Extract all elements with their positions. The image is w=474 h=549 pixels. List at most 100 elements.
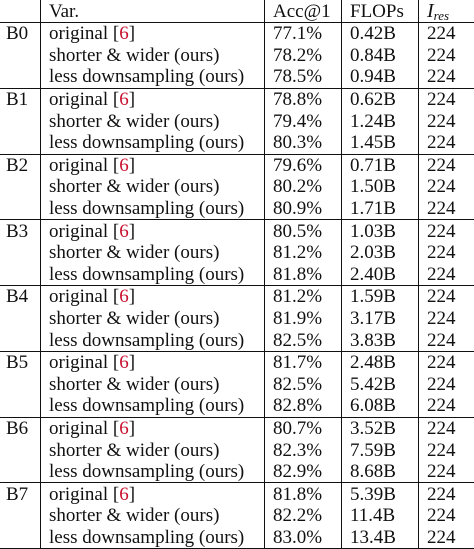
model-cell: B0 <box>0 23 41 45</box>
accuracy-cell: 78.8% <box>265 88 342 110</box>
accuracy-cell: 77.1% <box>265 23 342 45</box>
flops-cell: 1.71B <box>342 198 419 220</box>
flops-cell: 0.62B <box>342 88 419 110</box>
header-accuracy: Acc@1 <box>265 0 342 23</box>
citation-link[interactable]: 6 <box>119 484 129 505</box>
resolution-cell: 224 <box>419 286 474 308</box>
accuracy-cell: 81.7% <box>265 351 342 373</box>
citation-link[interactable]: 6 <box>119 352 129 373</box>
variant-cell: less downsampling (ours) <box>41 461 265 483</box>
variant-label: less downsampling (ours) <box>49 527 244 548</box>
resolution-cell: 224 <box>419 395 474 417</box>
variant-cell: original [6] <box>41 417 265 439</box>
flops-cell: 13.4B <box>342 527 419 549</box>
citation-link[interactable]: 6 <box>119 221 129 242</box>
variant-label-end: ] <box>129 418 135 439</box>
variant-cell: shorter & wider (ours) <box>41 45 265 67</box>
variant-label: shorter & wider (ours) <box>49 242 219 263</box>
accuracy-cell: 81.9% <box>265 308 342 330</box>
accuracy-cell: 81.8% <box>265 264 342 286</box>
model-cell <box>0 461 41 483</box>
variant-label: shorter & wider (ours) <box>49 45 219 66</box>
resolution-cell: 224 <box>419 110 474 132</box>
variant-cell: original [6] <box>41 286 265 308</box>
flops-cell: 3.17B <box>342 308 419 330</box>
header-flops: FLOPs <box>342 0 419 23</box>
model-cell: B2 <box>0 154 41 176</box>
citation-link[interactable]: 6 <box>119 286 129 307</box>
citation-link[interactable]: 6 <box>119 155 129 176</box>
variant-label-end: ] <box>129 221 135 242</box>
citation-link[interactable]: 6 <box>119 89 129 110</box>
variant-cell: less downsampling (ours) <box>41 264 265 286</box>
model-cell <box>0 505 41 527</box>
model-cell: B6 <box>0 417 41 439</box>
resolution-cell: 224 <box>419 176 474 198</box>
accuracy-cell: 82.9% <box>265 461 342 483</box>
flops-cell: 7.59B <box>342 439 419 461</box>
variant-cell: original [6] <box>41 154 265 176</box>
variant-label: shorter & wider (ours) <box>49 440 219 461</box>
variant-label: less downsampling (ours) <box>49 132 244 153</box>
flops-cell: 5.42B <box>342 374 419 396</box>
resolution-cell: 224 <box>419 264 474 286</box>
citation-link[interactable]: 6 <box>119 418 129 439</box>
variant-cell: less downsampling (ours) <box>41 527 265 549</box>
flops-cell: 11.4B <box>342 505 419 527</box>
flops-cell: 2.40B <box>342 264 419 286</box>
flops-cell: 3.52B <box>342 417 419 439</box>
header-resolution-sub: res <box>434 8 449 23</box>
resolution-cell: 224 <box>419 308 474 330</box>
model-cell <box>0 66 41 88</box>
model-cell <box>0 439 41 461</box>
model-cell: B3 <box>0 220 41 242</box>
accuracy-cell: 81.2% <box>265 286 342 308</box>
variant-label: original [ <box>49 23 119 44</box>
accuracy-cell: 82.5% <box>265 329 342 351</box>
flops-cell: 1.59B <box>342 286 419 308</box>
variant-label: shorter & wider (ours) <box>49 176 219 197</box>
resolution-cell: 224 <box>419 527 474 549</box>
variant-label: original [ <box>49 89 119 110</box>
variant-label: original [ <box>49 484 119 505</box>
resolution-cell: 224 <box>419 23 474 45</box>
flops-cell: 0.42B <box>342 23 419 45</box>
accuracy-cell: 79.6% <box>265 154 342 176</box>
resolution-cell: 224 <box>419 461 474 483</box>
variant-cell: less downsampling (ours) <box>41 329 265 351</box>
variant-cell: shorter & wider (ours) <box>41 176 265 198</box>
variant-cell: less downsampling (ours) <box>41 395 265 417</box>
variant-cell: less downsampling (ours) <box>41 132 265 154</box>
variant-cell: shorter & wider (ours) <box>41 110 265 132</box>
variant-cell: original [6] <box>41 88 265 110</box>
resolution-cell: 224 <box>419 439 474 461</box>
accuracy-cell: 82.8% <box>265 395 342 417</box>
accuracy-cell: 78.2% <box>265 45 342 67</box>
model-cell <box>0 264 41 286</box>
variant-cell: original [6] <box>41 220 265 242</box>
citation-link[interactable]: 6 <box>119 23 129 44</box>
model-cell: B4 <box>0 286 41 308</box>
variant-label: less downsampling (ours) <box>49 198 244 219</box>
accuracy-cell: 78.5% <box>265 66 342 88</box>
flops-cell: 1.45B <box>342 132 419 154</box>
variant-label: original [ <box>49 221 119 242</box>
resolution-cell: 224 <box>419 132 474 154</box>
resolution-cell: 224 <box>419 483 474 505</box>
variant-cell: shorter & wider (ours) <box>41 242 265 264</box>
resolution-cell: 224 <box>419 242 474 264</box>
